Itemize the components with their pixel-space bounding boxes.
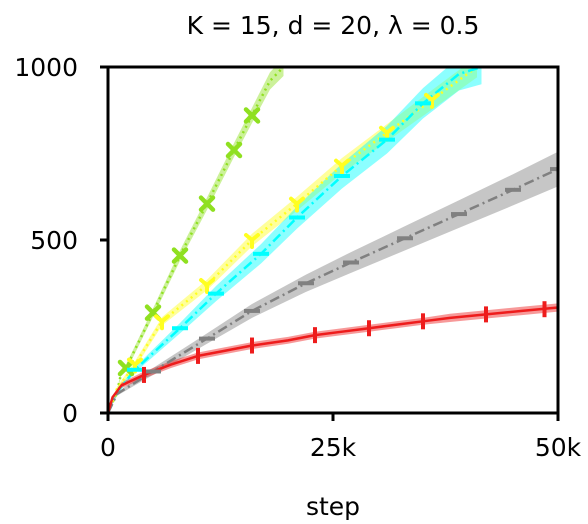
- axis-ticks: 0 25k 50k 0 500 1000: [14, 53, 581, 462]
- series-3-band: [108, 67, 482, 413]
- x-tick-label: 0: [100, 433, 116, 462]
- y-tick-label: 0: [62, 399, 78, 428]
- y-tick-label: 1000: [14, 53, 78, 82]
- series-markers: [117, 92, 558, 383]
- y-tick-label: 500: [30, 226, 78, 255]
- series-1-marker: [171, 247, 189, 264]
- x-axis-label: step: [306, 492, 360, 520]
- series-1-marker: [198, 195, 216, 212]
- series-2-marker: [334, 158, 350, 175]
- x-tick-label: 25k: [310, 433, 357, 462]
- series-2-marker: [154, 314, 170, 331]
- chart-title: K = 15, d = 20, λ = 0.5: [187, 11, 480, 40]
- series-2-marker: [289, 196, 305, 213]
- series-1-marker: [117, 359, 135, 377]
- series-1-marker: [243, 107, 261, 124]
- series-2-marker: [244, 233, 260, 249]
- x-tick-label: 50k: [535, 433, 582, 462]
- series-5-line: [108, 306, 558, 413]
- series-2-marker: [199, 277, 215, 294]
- series-2-band: [108, 67, 477, 413]
- series-2-marker: [424, 92, 440, 109]
- series-1-marker: [225, 141, 243, 159]
- series-4-band: [108, 151, 558, 413]
